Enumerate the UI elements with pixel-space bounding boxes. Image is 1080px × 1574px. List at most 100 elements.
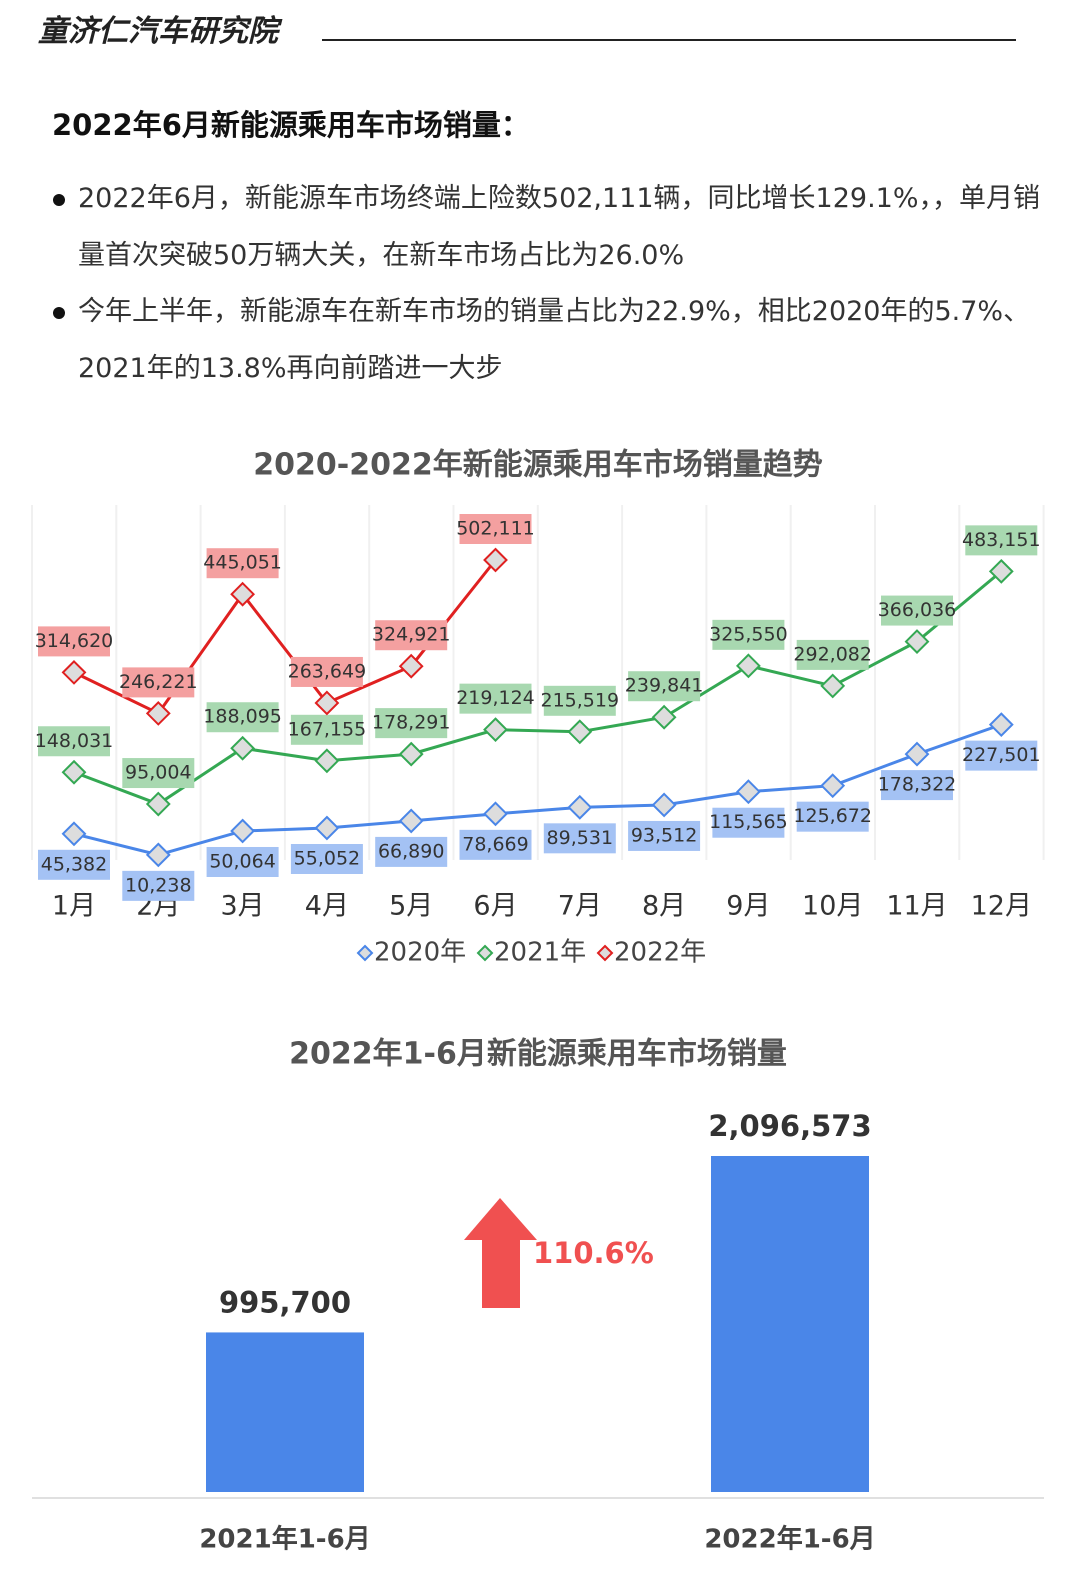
label-bg (881, 770, 953, 801)
data-label: 263,649 (288, 660, 367, 682)
data-label: 445,051 (203, 552, 282, 574)
label-bg (122, 758, 195, 789)
label-bg (881, 595, 953, 626)
label-bg (712, 807, 785, 838)
marker (904, 629, 930, 654)
marker (145, 700, 171, 726)
label-bg (796, 639, 869, 670)
data-label: 292,082 (793, 643, 872, 665)
data-label: 55,052 (294, 847, 360, 869)
data-label: 502,111 (456, 518, 535, 540)
data-label: 314,620 (35, 630, 114, 652)
label-bg (38, 626, 110, 657)
label-bg (628, 671, 701, 702)
x-tick-label: 2022年1-6月 (704, 1524, 875, 1555)
label-bg (796, 801, 869, 832)
x-tick-label: 11月 (886, 891, 947, 922)
data-label: 215,519 (541, 689, 620, 711)
marker (314, 748, 340, 774)
series-line (73, 570, 1003, 806)
marker (567, 794, 593, 820)
data-label: 2,096,573 (708, 1109, 871, 1143)
label-bg (543, 685, 616, 716)
marker (61, 759, 87, 785)
marker (988, 558, 1014, 584)
marker (904, 741, 930, 767)
label-bg (459, 514, 532, 544)
marker (651, 792, 677, 818)
marker (483, 801, 508, 827)
x-tick-label: 1月 (52, 891, 96, 922)
x-tick-label: 3月 (221, 891, 265, 922)
header-rule (322, 39, 1016, 41)
data-label: 45,382 (41, 853, 107, 875)
data-label: 66,890 (378, 840, 444, 862)
marker (398, 653, 424, 679)
label-bg (965, 525, 1038, 556)
marker (988, 712, 1014, 738)
label-bg (206, 846, 279, 877)
label-bg (459, 683, 532, 714)
data-label: 366,036 (878, 599, 957, 621)
header-title: 童济仁汽车研究院 (38, 14, 278, 49)
data-label: 148,031 (35, 730, 114, 752)
marker (820, 673, 846, 699)
x-tick-label: 9月 (726, 891, 770, 922)
label-bg (375, 836, 448, 867)
data-label: 325,550 (709, 623, 788, 645)
label-bg (206, 548, 279, 579)
marker (61, 821, 87, 847)
label-bg (375, 620, 448, 651)
legend-label: 2022年 (614, 938, 706, 968)
data-label: 188,095 (203, 706, 282, 728)
marker (230, 581, 256, 607)
chart-title: 2020-2022年新能源乘用车市场销量趋势 (253, 448, 822, 483)
data-label: 78,669 (462, 833, 528, 855)
annotation: 110.6% (533, 1236, 654, 1270)
bullet: 2022年6月，新能源车市场终端上险数502,111辆，同比增长129.1%，，… (53, 170, 1046, 284)
bar (206, 1332, 364, 1492)
x-tick-label: 2021年1-6月 (199, 1524, 370, 1555)
x-tick-label: 5月 (389, 891, 433, 922)
label-bg (38, 849, 110, 880)
marker (567, 719, 593, 745)
label-bg (122, 667, 195, 698)
marker (314, 815, 340, 841)
x-tick-label: 7月 (558, 891, 602, 922)
marker (735, 653, 761, 679)
legend-marker (596, 944, 614, 962)
heading: 2022年6月新能源乘用车市场销量： (52, 108, 530, 142)
data-label: 227,501 (962, 744, 1041, 766)
data-label: 178,291 (372, 712, 451, 734)
data-label: 89,531 (547, 827, 613, 849)
data-label: 95,004 (125, 762, 191, 784)
data-label: 115,565 (709, 811, 788, 833)
x-tick-label: 4月 (305, 891, 349, 922)
data-label: 995,700 (219, 1285, 351, 1319)
data-label: 93,512 (631, 824, 697, 846)
data-label: 178,322 (878, 774, 957, 796)
label-bg (290, 843, 363, 874)
data-label: 10,238 (125, 874, 191, 896)
data-label: 219,124 (456, 687, 535, 709)
data-label: 239,841 (625, 675, 704, 697)
label-bg (459, 829, 532, 860)
chart-title: 2022年1-6月新能源乘用车市场销量 (289, 1037, 787, 1072)
x-tick-label: 10月 (802, 891, 863, 922)
marker (230, 818, 256, 844)
label-bg (206, 702, 279, 733)
marker (735, 779, 761, 805)
x-tick-label: 8月 (642, 891, 686, 922)
label-bg (543, 823, 616, 854)
marker (230, 735, 256, 761)
data-label: 167,155 (288, 718, 367, 740)
label-bg (375, 708, 448, 739)
label-bg (38, 726, 110, 757)
label-bg (628, 820, 701, 851)
data-label: 246,221 (119, 671, 198, 693)
bar (711, 1156, 869, 1492)
legend-marker (356, 944, 374, 962)
marker (61, 659, 87, 685)
